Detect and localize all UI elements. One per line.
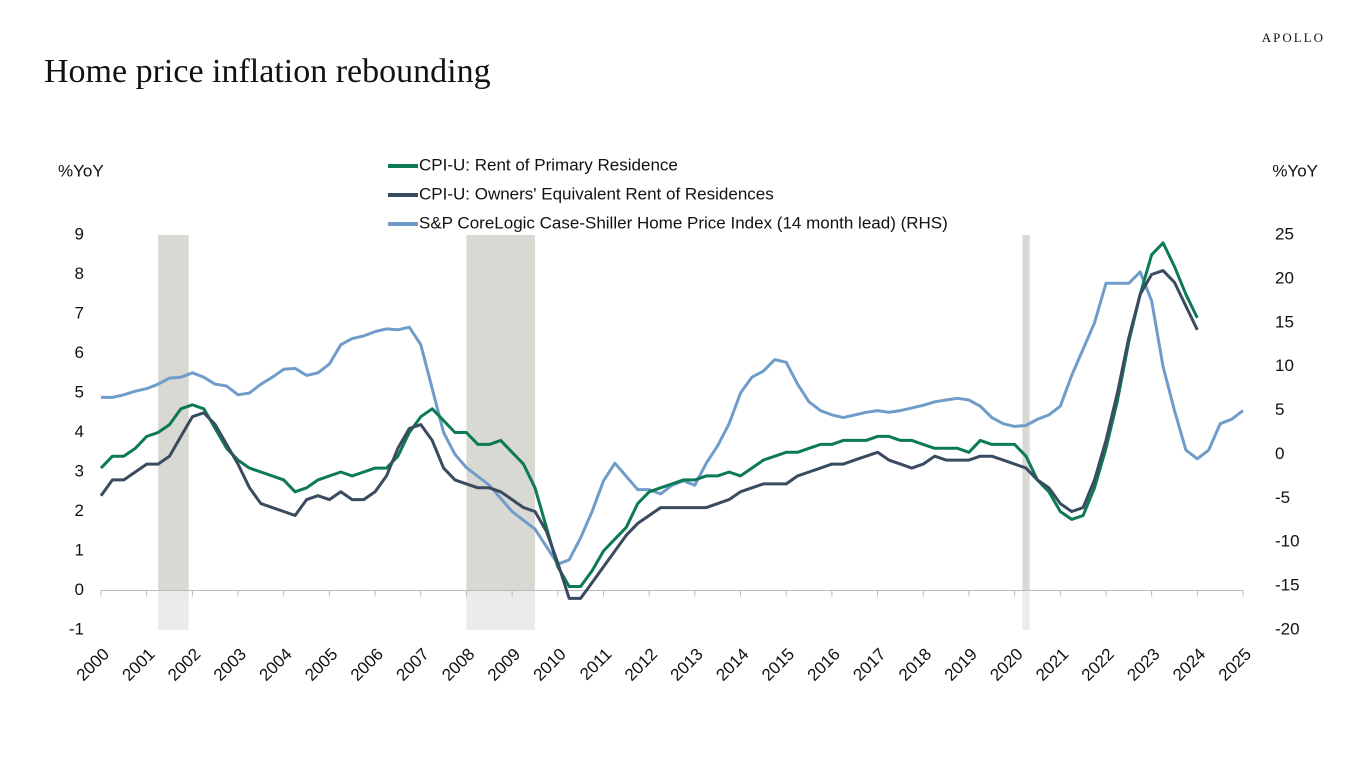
x-tick-label: 2021 <box>1032 645 1072 685</box>
recession-band <box>158 235 189 591</box>
y2-tick-label: -15 <box>1275 576 1300 595</box>
y-tick-label: 8 <box>75 264 84 283</box>
y2-tick-label: -10 <box>1275 532 1300 551</box>
legend-label: CPI-U: Owners' Equivalent Rent of Reside… <box>419 184 774 203</box>
legend-label: S&P CoreLogic Case-Shiller Home Price In… <box>419 213 948 232</box>
y2-tick-label: 5 <box>1275 400 1284 419</box>
series-line <box>99 269 1199 600</box>
x-tick-label: 2022 <box>1078 645 1118 685</box>
x-tick-label: 2013 <box>667 645 707 685</box>
y2-axis-label: %YoY <box>1272 161 1318 180</box>
x-tick-label: 2024 <box>1169 645 1209 685</box>
recession-band <box>466 235 535 591</box>
x-tick-label: 2009 <box>484 645 524 685</box>
x-tick-label: 2012 <box>621 645 661 685</box>
y-tick-label: -1 <box>69 619 84 638</box>
y2-tick-label: 0 <box>1275 444 1284 463</box>
x-tick-label: 2001 <box>118 645 158 685</box>
y-tick-label: 2 <box>75 501 84 520</box>
y-tick-label: 0 <box>75 580 84 599</box>
x-tick-label: 2020 <box>986 645 1026 685</box>
x-tick-label: 2006 <box>347 645 387 685</box>
y2-tick-label: 20 <box>1275 268 1294 287</box>
y-tick-label: 3 <box>75 461 84 480</box>
x-tick-label: 2016 <box>804 645 844 685</box>
y-tick-label: 9 <box>75 224 84 243</box>
y2-tick-label: 10 <box>1275 356 1294 375</box>
y-tick-label: 5 <box>75 382 84 401</box>
recession-band <box>1022 235 1030 591</box>
recession-band <box>1022 590 1030 630</box>
x-tick-label: 2015 <box>758 645 798 685</box>
recession-band <box>466 590 535 630</box>
y-axis-label: %YoY <box>58 161 104 180</box>
y2-tick-label: 25 <box>1275 224 1294 243</box>
recession-band <box>158 590 189 630</box>
x-tick-label: 2011 <box>576 645 615 684</box>
series-line <box>99 241 1199 588</box>
y-tick-label: 4 <box>75 422 84 441</box>
y-tick-label: 6 <box>75 343 84 362</box>
legend-label: CPI-U: Rent of Primary Residence <box>419 155 678 174</box>
x-tick-label: 2023 <box>1123 645 1163 685</box>
y2-tick-label: 15 <box>1275 312 1294 331</box>
x-tick-label: 2018 <box>895 645 935 685</box>
brand: APOLLO <box>1262 30 1325 45</box>
x-tick-label: 2002 <box>164 645 204 685</box>
x-tick-label: 2025 <box>1215 645 1255 685</box>
x-tick-label: 2008 <box>438 645 478 685</box>
y-tick-label: 7 <box>75 303 84 322</box>
chart-title: Home price inflation rebounding <box>44 53 491 90</box>
x-tick-label: 2004 <box>256 645 296 685</box>
x-tick-label: 2010 <box>530 645 570 685</box>
x-tick-label: 2003 <box>210 645 250 685</box>
x-tick-label: 2017 <box>849 645 889 685</box>
x-tick-label: 2019 <box>941 645 981 685</box>
y2-tick-label: -5 <box>1275 488 1290 507</box>
y2-tick-label: -20 <box>1275 619 1300 638</box>
y-tick-label: 1 <box>75 540 84 559</box>
x-tick-label: 2005 <box>301 645 341 685</box>
x-tick-label: 2014 <box>712 645 752 685</box>
x-tick-label: 2007 <box>393 645 433 685</box>
x-tick-label: 2000 <box>73 645 113 685</box>
